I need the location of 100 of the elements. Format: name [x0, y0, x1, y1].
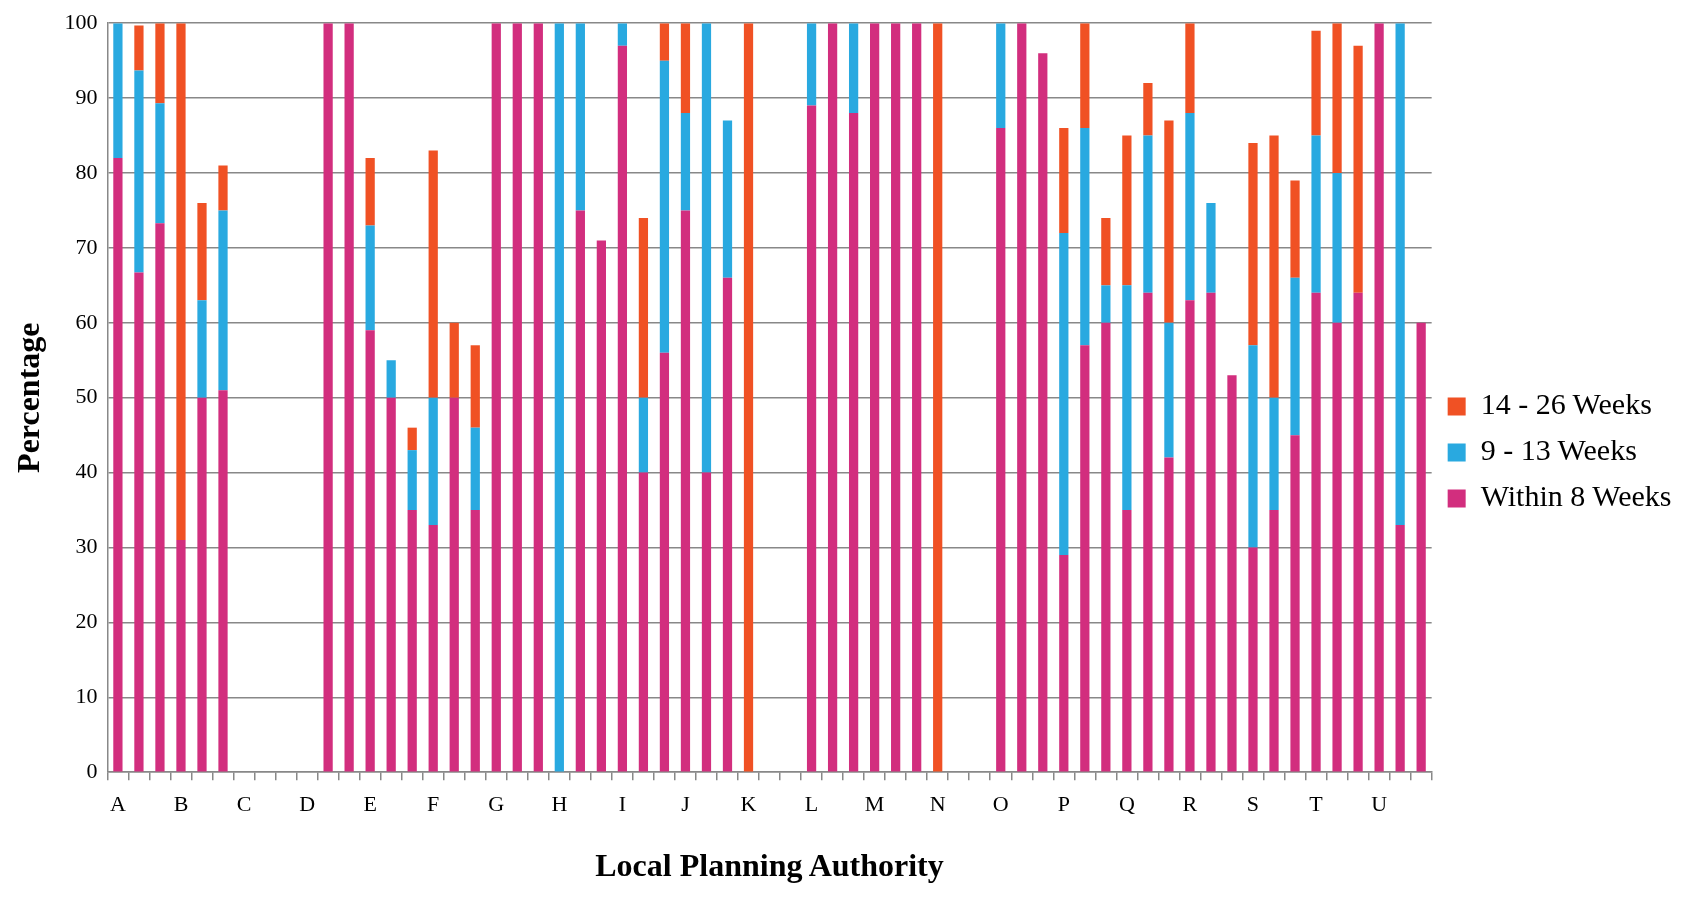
bar [554, 23, 564, 772]
bar [197, 300, 207, 398]
bar [218, 390, 228, 772]
bar [1122, 135, 1132, 286]
bar [113, 23, 123, 159]
bar [575, 23, 585, 211]
bar [1143, 135, 1153, 293]
bar [1353, 292, 1363, 772]
x-tick-label: G [488, 791, 505, 817]
bar [470, 510, 480, 772]
y-tick-label: 90 [75, 83, 98, 109]
x-tick-label: C [236, 791, 252, 817]
bar [1395, 525, 1405, 772]
bar [912, 23, 922, 772]
bar [1017, 23, 1027, 772]
bar [1353, 45, 1363, 293]
bar [1185, 113, 1195, 301]
bar [1269, 397, 1279, 511]
x-tick-label: T [1309, 791, 1324, 817]
x-tick-label: H [551, 791, 568, 817]
x-tick-label: R [1182, 791, 1198, 817]
bar [1080, 128, 1090, 346]
bar [428, 525, 438, 772]
bar [1185, 23, 1195, 114]
bar [449, 322, 459, 398]
bar [176, 23, 186, 541]
bar [617, 23, 628, 46]
bar [1248, 345, 1258, 548]
bar [680, 113, 691, 211]
bar [1143, 83, 1153, 136]
legend-label: 14 - 26 Weeks [1480, 387, 1652, 421]
y-tick-label: 0 [86, 757, 98, 783]
bar [1311, 135, 1321, 293]
y-tick-label: 100 [64, 8, 98, 34]
bar [1122, 510, 1132, 772]
bar [827, 23, 838, 772]
bar [1164, 457, 1174, 772]
y-tick-label: 30 [75, 533, 98, 559]
bar [134, 25, 144, 71]
bar [449, 397, 459, 772]
bar [638, 397, 649, 473]
x-tick-label: F [427, 791, 440, 817]
bar [407, 450, 417, 511]
x-tick-label: J [681, 791, 691, 817]
bar [1269, 510, 1279, 772]
bar [575, 210, 585, 772]
bar [1164, 120, 1174, 323]
y-tick-label: 60 [75, 308, 98, 334]
bar [1332, 23, 1342, 173]
bar [659, 60, 670, 353]
bar [218, 210, 228, 391]
bar [470, 345, 480, 428]
bar [848, 23, 859, 114]
bar [659, 23, 670, 61]
bar [1311, 30, 1321, 136]
bar [1185, 300, 1195, 772]
bar [407, 427, 417, 451]
bar [1374, 23, 1384, 772]
bar [113, 158, 123, 772]
bar [386, 360, 396, 398]
bar [870, 23, 880, 772]
y-tick-label: 40 [75, 458, 98, 484]
bar [1290, 277, 1300, 436]
bar [1122, 285, 1132, 511]
legend-label: 9 - 13 Weeks [1480, 433, 1637, 467]
bar [596, 240, 606, 772]
bar [386, 397, 396, 772]
bar [617, 45, 628, 772]
bar [407, 510, 417, 772]
y-tick-label: 70 [75, 233, 98, 259]
bar [134, 70, 144, 273]
legend-label: Within 8 Weeks [1480, 479, 1672, 513]
bar [197, 397, 207, 772]
bar [155, 223, 165, 772]
x-tick-label: I [618, 791, 627, 817]
bar [176, 540, 186, 772]
bar [491, 23, 501, 772]
bar [428, 150, 438, 398]
bar [533, 23, 543, 772]
bar [1101, 322, 1111, 772]
bar [1227, 375, 1237, 772]
x-tick-label: P [1057, 791, 1070, 817]
bar [134, 272, 144, 772]
bar [1101, 285, 1111, 323]
bar [1269, 135, 1279, 398]
bar [1080, 23, 1090, 129]
bar [1290, 180, 1300, 278]
bar [933, 23, 943, 772]
bar [996, 128, 1006, 772]
x-tick-label: S [1246, 791, 1260, 817]
x-tick-label: A [109, 791, 126, 817]
bar [680, 210, 691, 772]
bar [1416, 322, 1426, 772]
bar [1080, 345, 1090, 772]
bar [1332, 173, 1342, 323]
x-tick-label: L [804, 791, 819, 817]
x-tick-label: M [864, 791, 885, 817]
bar [1206, 292, 1216, 772]
bar [638, 217, 649, 398]
y-tick-label: 10 [75, 683, 98, 709]
